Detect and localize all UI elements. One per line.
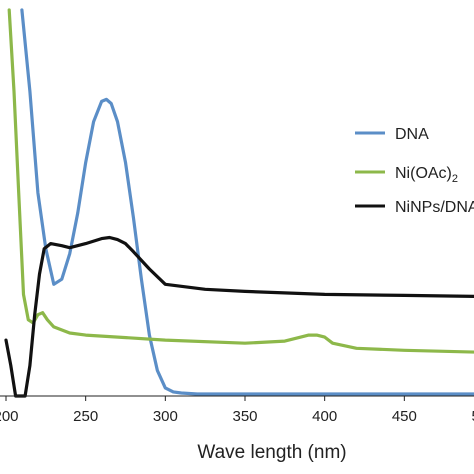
x-tick-label-450: 450 [392,408,417,425]
x-axis-label: Wave length (nm) [197,442,346,463]
x-tick-label-250: 250 [73,408,98,425]
legend-label-ni-oac2-main: Ni(OAc) [395,165,452,182]
x-tick-layer: 200 250 300 350 400 450 500 [0,396,474,425]
x-tick-label-200: 200 [0,408,19,425]
x-tick-label-400: 400 [312,408,337,425]
legend: DNA Ni(OAc)2 NiNPs/DNA [355,126,474,216]
legend-label-ni-oac2-subscript: 2 [452,173,458,185]
legend-label-ninps-dna: NiNPs/DNA [395,199,474,216]
series-line-dna [20,8,474,396]
series-line-ni-oac2 [7,8,474,354]
x-tick-label-350: 350 [232,408,257,425]
legend-label-ni-oac2: Ni(OAc)2 [395,165,458,185]
legend-label-dna: DNA [395,126,429,143]
x-tick-label-500: 500 [471,408,474,425]
x-tick-label-300: 300 [153,408,178,425]
series-line-ninps-dna [4,235,474,398]
